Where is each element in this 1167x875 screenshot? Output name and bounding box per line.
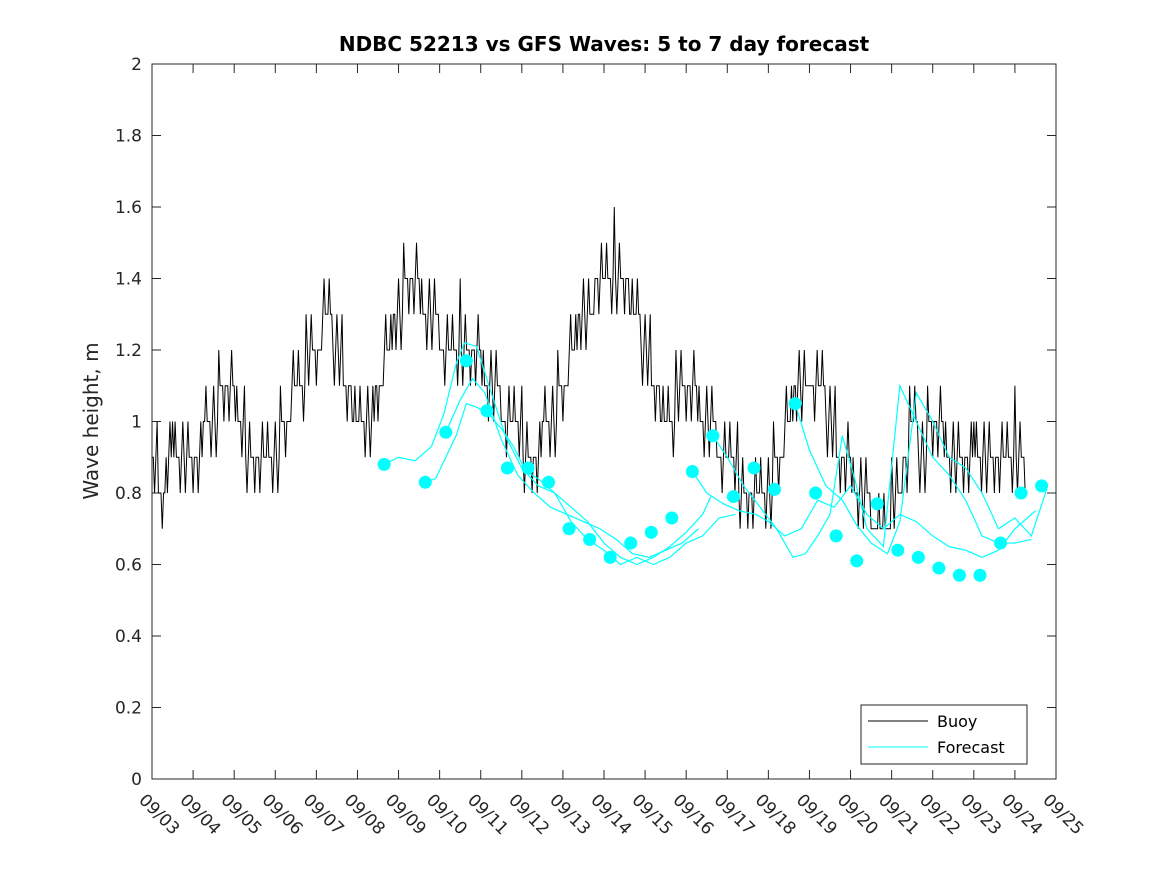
- forecast-point: [911, 550, 925, 564]
- x-tick-label: 09/19: [792, 790, 841, 839]
- forecast-point: [768, 482, 782, 496]
- y-tick-label: 0.4: [115, 627, 142, 647]
- x-tick-label: 09/11: [463, 790, 512, 839]
- forecast-point: [788, 397, 802, 411]
- y-tick-label: 1.4: [115, 270, 142, 290]
- x-tick-label: 09/07: [299, 790, 348, 839]
- x-tick-label: 09/17: [710, 790, 759, 839]
- y-tick-label: 0.6: [115, 556, 142, 576]
- forecast-point: [583, 532, 597, 546]
- x-tick-label: 09/22: [915, 790, 964, 839]
- forecast-point: [932, 561, 946, 575]
- forecast-point: [624, 536, 638, 550]
- forecast-point: [418, 475, 432, 489]
- forecast-point: [459, 354, 473, 368]
- y-tick-label: 0: [131, 770, 142, 790]
- forecast-point: [952, 568, 966, 582]
- plot-area: [152, 64, 1056, 779]
- forecast-point: [747, 461, 761, 475]
- forecast-point: [665, 511, 679, 525]
- legend-buoy-label: Buoy: [937, 712, 977, 731]
- legend-box: [860, 704, 1028, 765]
- forecast-series-line: [712, 383, 1032, 559]
- forecast-point: [809, 486, 823, 500]
- forecast-point: [377, 457, 391, 471]
- chart-title: NDBC 52213 vs GFS Waves: 5 to 7 day fore…: [339, 32, 870, 56]
- x-tick-label: 09/15: [628, 790, 677, 839]
- x-tick-label: 09/16: [669, 790, 718, 839]
- y-axis-label: Wave height, m: [79, 342, 103, 499]
- x-tick-label: 09/03: [134, 790, 183, 839]
- forecast-point: [994, 536, 1008, 550]
- forecast-point: [726, 490, 740, 504]
- forecast-series-line: [691, 471, 1036, 559]
- x-tick-label: 09/12: [504, 790, 553, 839]
- forecast-point: [542, 475, 556, 489]
- forecast-series-line: [425, 402, 736, 566]
- forecast-point: [706, 429, 720, 443]
- forecast-point: [891, 543, 905, 557]
- forecast-series-line: [794, 391, 1049, 555]
- forecast-point: [480, 404, 494, 418]
- forecast-point: [829, 529, 843, 543]
- x-tick-label: 09/08: [340, 790, 389, 839]
- legend: Buoy Forecast: [860, 704, 1028, 765]
- forecast-point: [685, 465, 699, 479]
- x-tick-label: 09/04: [176, 790, 225, 839]
- forecast-point: [603, 550, 617, 564]
- x-tick-label: 09/14: [586, 790, 635, 839]
- forecast-point: [644, 525, 658, 539]
- x-tick-label: 09/06: [258, 790, 307, 839]
- x-tick-label: 09/13: [545, 790, 594, 839]
- x-tick-label: 09/10: [422, 790, 471, 839]
- y-tick-label: 0.8: [115, 484, 142, 504]
- forecast-point: [500, 461, 514, 475]
- forecast-point: [870, 497, 884, 511]
- x-tick-label: 09/21: [874, 790, 923, 839]
- forecast-series-line: [445, 377, 699, 558]
- forecast-point: [562, 522, 576, 536]
- y-tick-label: 2: [131, 55, 142, 75]
- x-tick-label: 09/24: [997, 790, 1046, 839]
- forecast-point: [1014, 486, 1028, 500]
- forecast-point: [439, 425, 453, 439]
- legend-forecast-label: Forecast: [937, 738, 1005, 757]
- y-tick-label: 1.8: [115, 127, 142, 147]
- x-tick-label: 09/23: [956, 790, 1005, 839]
- y-tick-label: 1.2: [115, 341, 142, 361]
- forecast-point: [850, 554, 864, 568]
- x-tick-label: 09/05: [217, 790, 266, 839]
- y-tick-label: 1: [131, 413, 142, 433]
- plot-series: [152, 206, 1049, 582]
- forecast-point: [973, 568, 987, 582]
- y-tick-label: 1.6: [115, 198, 142, 218]
- buoy-series-line: [152, 206, 1026, 530]
- forecast-point: [1035, 479, 1049, 493]
- forecast-point: [521, 461, 535, 475]
- x-tick-label: 09/09: [381, 790, 430, 839]
- x-tick-label: 09/20: [833, 790, 882, 839]
- x-tick-label: 09/18: [751, 790, 800, 839]
- x-tick-label: 09/25: [1038, 790, 1087, 839]
- y-tick-label: 0.2: [115, 699, 142, 719]
- plot-frame: [151, 63, 1057, 780]
